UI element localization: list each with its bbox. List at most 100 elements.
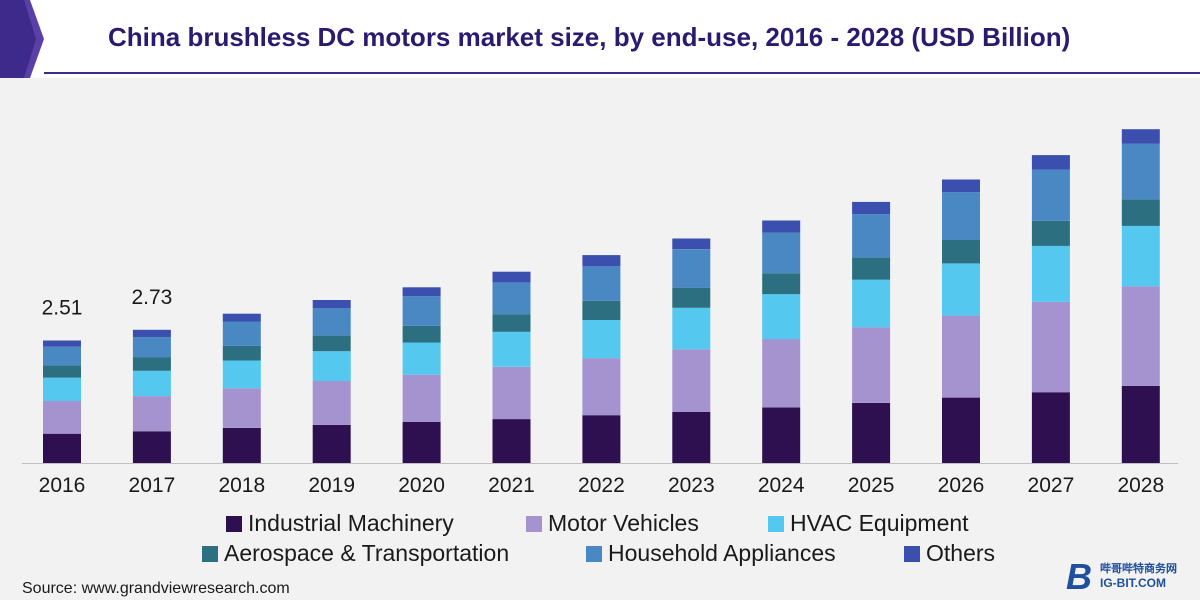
legend-swatch [226, 515, 242, 532]
bar-2020-aerospace-transportation [402, 325, 441, 343]
legend-swatch [586, 545, 602, 562]
bar-2028-aerospace-transportation [1121, 199, 1160, 226]
bar-2028-industrial-machinery [1121, 385, 1160, 463]
logo-mark: B [1066, 556, 1092, 597]
bar-2017-hvac-equipment [132, 370, 171, 397]
x-tick-label-2022: 2022 [578, 474, 625, 497]
bar-2023-others [672, 238, 711, 250]
bar-2024-household-appliances [762, 232, 801, 274]
bar-2021-hvac-equipment [492, 331, 531, 367]
legend-swatch [768, 515, 784, 532]
bar-2019-aerospace-transportation [312, 335, 351, 352]
x-tick-label-2019: 2019 [308, 474, 355, 497]
x-tick-label-2024: 2024 [758, 474, 805, 497]
bar-2023-household-appliances [672, 249, 711, 288]
bar-2024-hvac-equipment [762, 294, 801, 340]
legend-swatch [202, 545, 218, 562]
legend-item-motor-vehicles: Motor Vehicles [526, 510, 699, 537]
x-tick-label-2028: 2028 [1117, 474, 1164, 497]
legend-item-household-appliances: Household Appliances [586, 540, 836, 567]
legend-item-industrial-machinery: Industrial Machinery [226, 510, 454, 537]
bar-2024-others [762, 220, 801, 233]
bar-2027-household-appliances [1031, 169, 1070, 221]
bar-2025-hvac-equipment [852, 279, 891, 328]
stacked-bar-chart: 2016 2017 2018 2019 2020 2021 2022 2023 2024 2025… [22, 129, 1178, 497]
bar-2025-aerospace-transportation [852, 257, 891, 280]
bar-2027-hvac-equipment [1031, 245, 1070, 302]
bar-2027-industrial-machinery [1031, 392, 1070, 463]
data-label-2017: 2.73 [131, 286, 172, 309]
bar-2021-aerospace-transportation [492, 314, 531, 332]
bar-2028-household-appliances [1121, 143, 1160, 200]
bar-2022-industrial-machinery [582, 415, 621, 463]
bar-2017-household-appliances [132, 337, 171, 358]
bar-2022-hvac-equipment [582, 320, 621, 359]
legend-label: HVAC Equipment [790, 510, 969, 536]
bar-2019-industrial-machinery [312, 424, 351, 463]
bar-2018-industrial-machinery [222, 427, 261, 463]
bar-2022-motor-vehicles [582, 358, 621, 416]
bar-2017-industrial-machinery [132, 431, 171, 463]
bar-2022-household-appliances [582, 266, 621, 301]
bar-2023-hvac-equipment [672, 307, 711, 350]
bar-2024-motor-vehicles [762, 339, 801, 408]
x-tick-label-2021: 2021 [488, 474, 535, 497]
x-tick-label-2017: 2017 [129, 474, 176, 497]
legend-label: Household Appliances [608, 540, 836, 566]
bar-2024-industrial-machinery [762, 407, 801, 463]
bar-2018-aerospace-transportation [222, 345, 261, 361]
bar-2019-motor-vehicles [312, 381, 351, 425]
bar-2024-aerospace-transportation [762, 273, 801, 295]
bar-2026-others [942, 179, 980, 193]
bar-2016-motor-vehicles [43, 401, 81, 434]
legend-label: Others [926, 540, 996, 566]
bar-2028-motor-vehicles [1121, 286, 1160, 386]
bar-2028-hvac-equipment [1121, 225, 1160, 287]
logo-english-text: IG-BIT.COM [1100, 576, 1166, 590]
bar-2027-aerospace-transportation [1031, 221, 1070, 246]
bar-2026-motor-vehicles [942, 315, 980, 398]
x-tick-label-2026: 2026 [938, 474, 985, 497]
bar-2020-others [402, 287, 441, 297]
bar-2016-aerospace-transportation [43, 365, 81, 378]
x-tick-label-2016: 2016 [39, 474, 86, 497]
legend-item-aerospace-transportation: Aerospace & Transportation [202, 540, 509, 567]
legend-label: Motor Vehicles [548, 510, 699, 536]
bar-2025-motor-vehicles [852, 327, 891, 403]
bar-2017-aerospace-transportation [132, 357, 171, 371]
bar-2016-others [43, 340, 81, 347]
bar-2018-household-appliances [222, 321, 261, 346]
bar-2025-industrial-machinery [852, 403, 891, 463]
bar-2025-others [852, 201, 891, 215]
bar-2019-hvac-equipment [312, 351, 351, 381]
bar-2022-others [582, 255, 621, 267]
bar-2016-hvac-equipment [43, 377, 81, 401]
bar-2018-motor-vehicles [222, 388, 261, 428]
bar-2021-household-appliances [492, 282, 531, 315]
bar-2026-household-appliances [942, 192, 980, 240]
bar-2020-motor-vehicles [402, 374, 441, 422]
x-tick-label-2018: 2018 [218, 474, 265, 497]
bar-2021-others [492, 271, 531, 283]
bar-2022-aerospace-transportation [582, 301, 621, 320]
bar-2021-motor-vehicles [492, 366, 531, 420]
bar-2020-household-appliances [402, 296, 441, 326]
legend-swatch [904, 545, 920, 562]
x-tick-label-2027: 2027 [1028, 474, 1075, 497]
legend-label: Aerospace & Transportation [224, 540, 510, 566]
bar-2025-household-appliances [852, 214, 891, 258]
bar-2019-others [312, 300, 351, 309]
bar-2027-motor-vehicles [1031, 302, 1070, 393]
bar-2026-hvac-equipment [942, 263, 980, 316]
header-divider [44, 72, 1200, 74]
x-tick-label-2020: 2020 [398, 474, 445, 497]
bar-2023-industrial-machinery [672, 411, 711, 463]
logo-chinese-text: 哔哥哔特商务网 [1100, 562, 1177, 575]
x-tick-label-2023: 2023 [668, 474, 715, 497]
bar-2020-industrial-machinery [402, 422, 441, 463]
legend-item-hvac-equipment: HVAC Equipment [768, 510, 969, 537]
bar-2023-aerospace-transportation [672, 287, 711, 308]
bar-2023-motor-vehicles [672, 349, 711, 412]
x-tick-label-2025: 2025 [848, 474, 895, 497]
bar-2026-aerospace-transportation [942, 240, 980, 264]
